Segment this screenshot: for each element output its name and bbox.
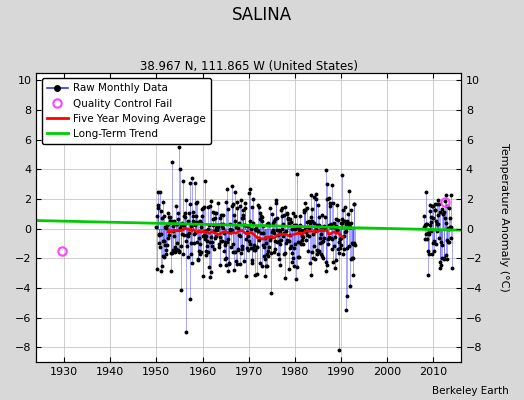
Text: Berkeley Earth: Berkeley Earth <box>432 386 508 396</box>
Legend: Raw Monthly Data, Quality Control Fail, Five Year Moving Average, Long-Term Tren: Raw Monthly Data, Quality Control Fail, … <box>41 78 211 144</box>
Title: 38.967 N, 111.865 W (United States): 38.967 N, 111.865 W (United States) <box>140 60 358 73</box>
Text: SALINA: SALINA <box>232 6 292 24</box>
Y-axis label: Temperature Anomaly (°C): Temperature Anomaly (°C) <box>499 143 509 292</box>
